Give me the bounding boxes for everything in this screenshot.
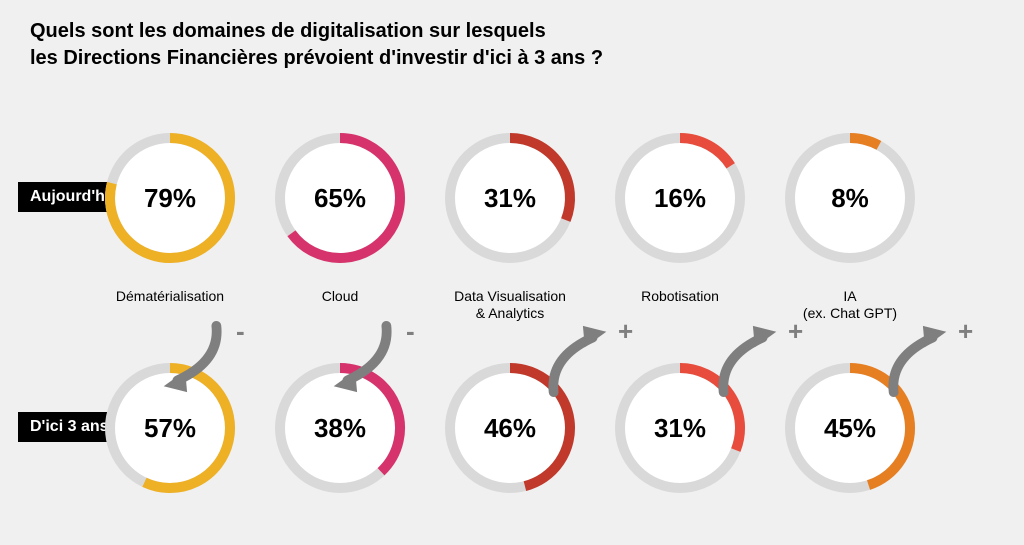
category-label-3: Robotisation [600, 288, 760, 305]
donut-today-3: 16% [610, 128, 750, 268]
trend-arrow-3 [710, 320, 788, 398]
title-line-1: Quels sont les domaines de digitalisatio… [30, 20, 546, 42]
trend-arrow-0 [152, 320, 230, 398]
donut-today-0-value: 79% [100, 128, 240, 268]
donut-today-1-value: 65% [270, 128, 410, 268]
trend-arrow-1 [322, 320, 400, 398]
donut-today-2: 31% [440, 128, 580, 268]
trend-arrow-1-sign: - [406, 316, 415, 347]
donut-today-2-value: 31% [440, 128, 580, 268]
trend-arrow-2-sign: + [618, 316, 633, 347]
donut-today-1: 65% [270, 128, 410, 268]
donut-today-0: 79% [100, 128, 240, 268]
trend-arrow-4 [880, 320, 958, 398]
donut-today-4-value: 8% [780, 128, 920, 268]
page-title: Quels sont les domaines de digitalisatio… [30, 18, 603, 72]
donut-today-3-value: 16% [610, 128, 750, 268]
category-label-0: Dématérialisation [90, 288, 250, 305]
title-line-2: les Directions Financières prévoient d'i… [30, 47, 603, 69]
trend-arrow-0-sign: - [236, 316, 245, 347]
donut-today-4: 8% [780, 128, 920, 268]
category-label-4: IA(ex. Chat GPT) [770, 288, 930, 322]
category-label-1: Cloud [260, 288, 420, 305]
trend-arrow-2 [540, 320, 618, 398]
category-label-2: Data Visualisation& Analytics [430, 288, 590, 322]
trend-arrow-4-sign: + [958, 316, 973, 347]
